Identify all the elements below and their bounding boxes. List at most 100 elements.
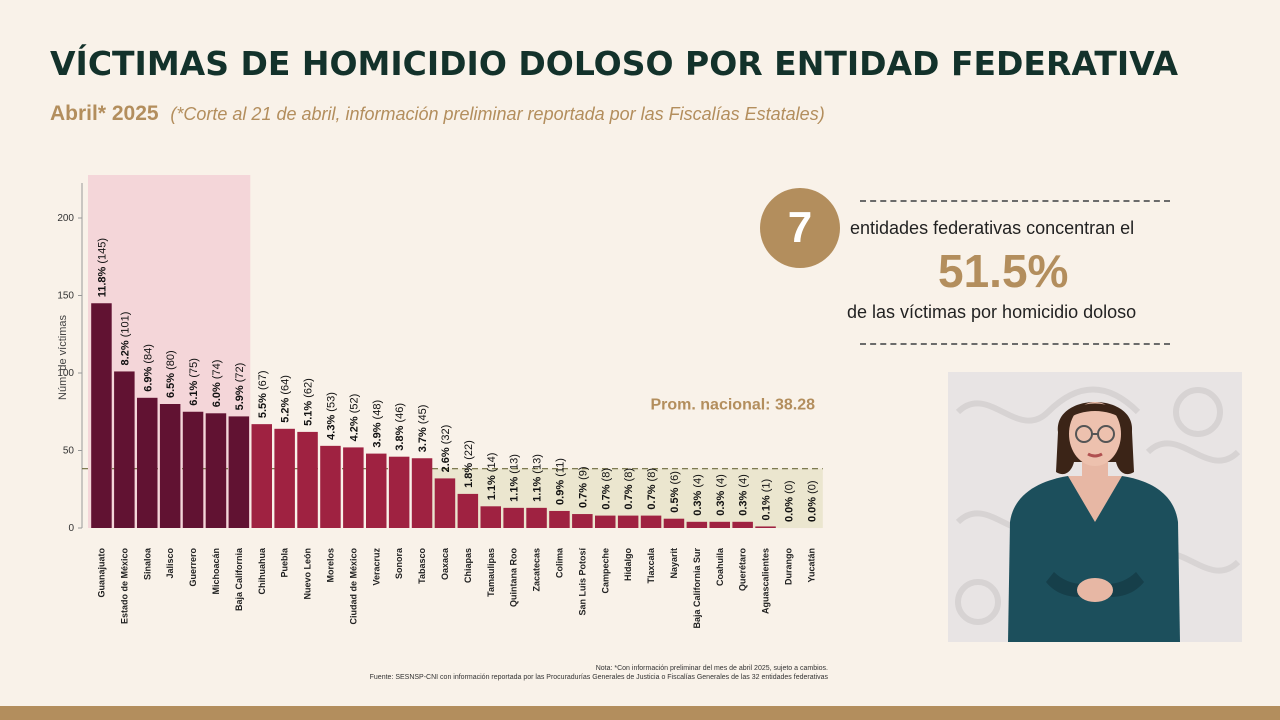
category-label: Jalisco bbox=[165, 548, 175, 579]
stat-line-2: de las víctimas por homicidio doloso bbox=[847, 302, 1137, 322]
y-tick-label: 50 bbox=[63, 446, 75, 457]
category-label: Nuevo León bbox=[303, 548, 313, 600]
stat-divider-top bbox=[860, 200, 1170, 202]
data-label: 8.2% (101) bbox=[119, 312, 131, 366]
bar bbox=[640, 515, 662, 528]
category-label: Quintana Roo bbox=[509, 548, 519, 607]
bar bbox=[320, 445, 341, 528]
bar bbox=[709, 521, 730, 528]
stat-line-1: entidades federativas concentran el bbox=[850, 218, 1135, 238]
data-label: 1.8% (22) bbox=[463, 440, 475, 488]
category-label: Querétaro bbox=[738, 547, 748, 591]
bar bbox=[503, 507, 524, 528]
data-label: 6.5% (80) bbox=[165, 350, 177, 398]
category-label: San Luis Potosí bbox=[577, 548, 587, 616]
category-label: Campeche bbox=[600, 548, 610, 594]
sign-language-interpreter-video bbox=[948, 372, 1242, 642]
data-label: 3.8% (46) bbox=[394, 403, 406, 451]
data-label: 0.7% (8) bbox=[646, 468, 658, 510]
bar bbox=[686, 521, 708, 528]
data-label: 0.7% (9) bbox=[577, 466, 589, 508]
category-label: Sinaloa bbox=[142, 547, 152, 580]
bar bbox=[343, 447, 364, 528]
data-label: 5.5% (67) bbox=[257, 370, 269, 418]
category-label: Sonora bbox=[394, 547, 404, 579]
bar bbox=[411, 458, 433, 528]
category-label: Guanajuato bbox=[96, 548, 106, 598]
bar bbox=[251, 424, 272, 528]
category-label: Tamaulipas bbox=[486, 548, 496, 597]
bar bbox=[595, 515, 616, 528]
category-label: Baja California bbox=[234, 547, 244, 611]
data-label: 6.0% (74) bbox=[211, 360, 223, 408]
bar bbox=[274, 428, 295, 528]
category-label: Durango bbox=[783, 548, 793, 586]
bar bbox=[182, 411, 204, 528]
bar bbox=[205, 413, 227, 528]
bar bbox=[617, 515, 639, 528]
y-tick-label: 100 bbox=[57, 368, 74, 379]
category-label: Ciudad de México bbox=[348, 548, 358, 625]
stat-percent: 51.5% bbox=[938, 245, 1069, 297]
data-label: 0.1% (1) bbox=[761, 479, 773, 521]
category-label: Tabasco bbox=[417, 548, 427, 584]
data-label: 4.2% (52) bbox=[348, 394, 360, 442]
stat-count-badge: 7 bbox=[760, 188, 840, 268]
y-axis-label: Núm. de víctimas bbox=[57, 315, 69, 400]
page-subtitle: Abril* 2025 (*Corte al 21 de abril, info… bbox=[50, 102, 825, 126]
bar bbox=[366, 453, 387, 528]
data-label: 3.7% (45) bbox=[417, 405, 429, 453]
bar bbox=[91, 303, 112, 528]
data-label: 6.1% (75) bbox=[188, 358, 200, 406]
data-label: 11.8% (145) bbox=[96, 238, 108, 297]
category-label: Michoacán bbox=[211, 548, 221, 595]
bar bbox=[549, 510, 570, 528]
bar bbox=[228, 416, 250, 528]
category-label: Veracruz bbox=[371, 548, 381, 586]
national-average-label: Prom. nacional: 38.28 bbox=[650, 397, 815, 414]
category-label: Chiapas bbox=[463, 548, 473, 583]
data-label: 0.0% (0) bbox=[783, 480, 795, 522]
footer-notes: Nota: *Con información preliminar del me… bbox=[370, 664, 828, 682]
bar bbox=[572, 514, 593, 528]
data-label: 0.3% (4) bbox=[738, 474, 750, 516]
category-label: Zacatecas bbox=[532, 548, 542, 592]
bar bbox=[480, 506, 501, 528]
y-tick-label: 0 bbox=[68, 523, 74, 534]
stat-divider-bottom bbox=[860, 343, 1170, 345]
data-label: 4.3% (53) bbox=[325, 392, 337, 440]
bar bbox=[137, 397, 158, 528]
data-label: 5.2% (64) bbox=[280, 375, 292, 423]
category-label: Guerrero bbox=[188, 547, 198, 586]
bar bbox=[663, 518, 685, 528]
category-label: Oaxaca bbox=[440, 547, 450, 580]
data-label: 3.9% (48) bbox=[371, 400, 383, 448]
data-label: 1.1% (13) bbox=[509, 454, 521, 502]
category-label: Nayarit bbox=[669, 548, 679, 579]
data-label: 0.3% (4) bbox=[692, 474, 704, 516]
data-label: 6.9% (84) bbox=[142, 344, 154, 392]
subtitle-year: Abril* 2025 bbox=[50, 102, 159, 125]
y-tick-label: 150 bbox=[57, 291, 74, 302]
category-label: Baja California Sur bbox=[692, 548, 702, 629]
footer-source: Fuente: SESNSP-CNI con información repor… bbox=[369, 674, 828, 681]
subtitle-note: (*Corte al 21 de abril, información prel… bbox=[170, 104, 825, 124]
category-label: Estado de México bbox=[119, 548, 129, 625]
category-label: Puebla bbox=[280, 547, 290, 578]
data-label: 0.7% (8) bbox=[600, 468, 612, 510]
data-label: 0.0% (0) bbox=[806, 480, 818, 522]
bar bbox=[755, 526, 776, 528]
category-label: Aguascalientes bbox=[761, 548, 771, 614]
data-label: 0.5% (6) bbox=[669, 471, 681, 513]
bar bbox=[297, 431, 318, 528]
bar bbox=[114, 371, 135, 528]
bar bbox=[434, 478, 456, 528]
y-tick-label: 200 bbox=[57, 213, 74, 224]
category-label: Colima bbox=[554, 547, 564, 578]
data-label: 0.9% (11) bbox=[554, 458, 566, 505]
interpreter-illustration bbox=[948, 372, 1242, 642]
data-label: 0.3% (4) bbox=[715, 474, 727, 516]
category-label: Hidalgo bbox=[623, 547, 633, 581]
category-label: Chihuahua bbox=[257, 547, 267, 594]
data-label: 1.1% (13) bbox=[532, 454, 544, 502]
